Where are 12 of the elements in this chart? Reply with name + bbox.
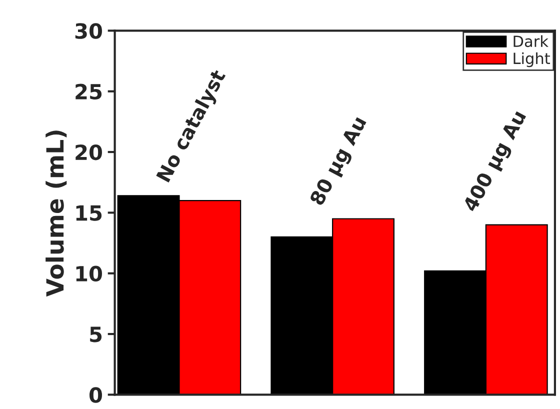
x-tick-label: 400 μg Au — [462, 110, 530, 214]
legend-label: Light — [514, 52, 550, 68]
legend-label: Dark — [514, 35, 548, 48]
y-tick-label: 5 — [90, 326, 102, 342]
y-tick-label: 20 — [76, 144, 102, 160]
x-tick-label: 80 μg Au — [309, 115, 370, 208]
y-tick-label: 15 — [76, 205, 102, 221]
y-tick-label: 25 — [76, 84, 102, 100]
y-tick-label: 10 — [76, 266, 102, 282]
y-tick-label: 30 — [75, 23, 102, 39]
y-axis-title: Volume (mL) — [46, 130, 67, 297]
y-tick-label: 0 — [89, 387, 102, 403]
